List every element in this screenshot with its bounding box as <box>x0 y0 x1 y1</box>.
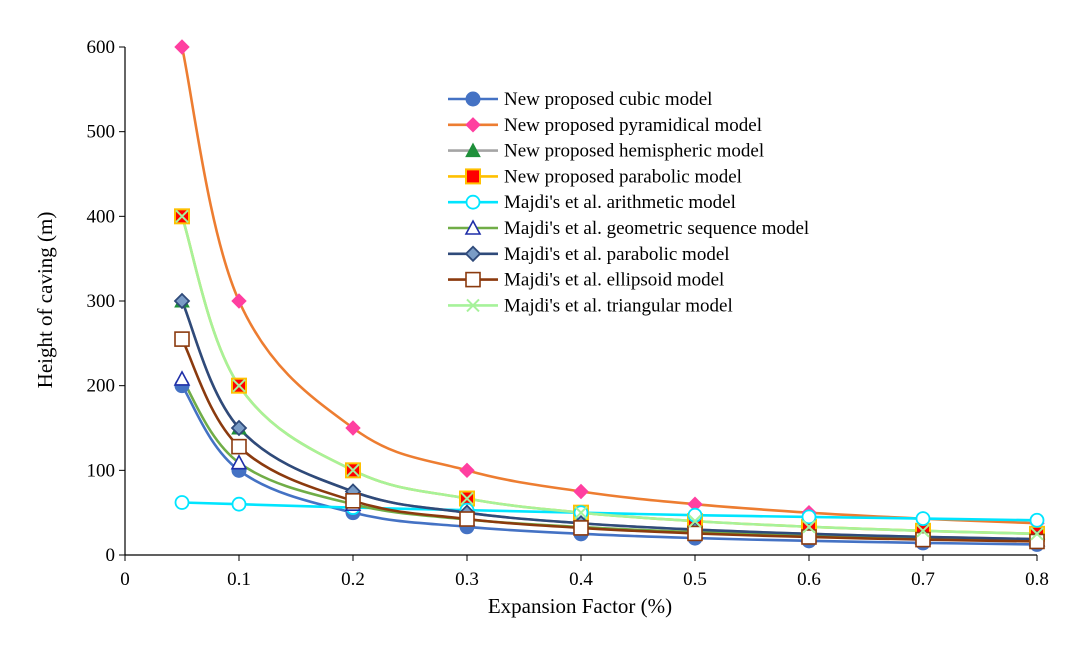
legend-marker <box>465 117 481 133</box>
data-point <box>574 505 588 520</box>
y-tick-label: 600 <box>87 37 116 58</box>
data-point <box>230 419 248 437</box>
legend-item: New proposed cubic model <box>448 89 712 110</box>
data-point <box>346 463 360 478</box>
series-line <box>181 501 1038 522</box>
data-point <box>230 454 248 470</box>
series-line <box>180 384 1038 546</box>
series-markers <box>173 39 1046 552</box>
data-point <box>688 514 702 528</box>
x-axis-title: Expansion Factor (%) <box>488 594 672 618</box>
y-tick-label: 200 <box>87 376 116 397</box>
x-tick-label: 0.6 <box>797 569 821 590</box>
data-point <box>174 495 190 510</box>
legend-marker <box>465 168 481 185</box>
data-point <box>345 493 361 509</box>
data-point <box>801 509 817 525</box>
legend-label: New proposed parabolic model <box>504 166 742 187</box>
legend-item: New proposed parabolic model <box>448 166 742 187</box>
data-point <box>173 292 191 310</box>
legend-marker <box>465 142 481 158</box>
data-point <box>459 462 475 479</box>
data-point <box>802 520 816 534</box>
legend-marker <box>466 298 480 313</box>
series-line <box>180 338 1038 543</box>
series-line <box>180 300 1038 541</box>
legend-label: New proposed hemispheric model <box>504 141 764 162</box>
y-tick-label: 0 <box>106 545 116 566</box>
legend-item: New proposed hemispheric model <box>448 141 764 162</box>
x-tick-label: 0 <box>120 569 130 590</box>
legend-label: New proposed cubic model <box>504 89 712 110</box>
legend-label: Majdi's et al. ellipsoid model <box>504 270 724 291</box>
data-point <box>1030 527 1044 541</box>
data-point <box>459 511 475 527</box>
legend-marker <box>464 245 482 263</box>
y-tick-label: 100 <box>87 460 116 481</box>
legend-label: Majdi's et al. geometric sequence model <box>504 218 809 239</box>
legend-item: Majdi's et al. arithmetic model <box>448 192 736 213</box>
data-point <box>915 511 931 526</box>
legend-item: Majdi's et al. triangular model <box>448 295 733 316</box>
data-point <box>1029 512 1045 528</box>
data-point <box>174 39 190 55</box>
data-point <box>573 520 589 536</box>
legend-label: Majdi's et al. parabolic model <box>504 244 730 265</box>
x-tick-label: 0.8 <box>1025 569 1049 590</box>
data-point <box>915 531 931 548</box>
y-tick-label: 400 <box>87 206 116 227</box>
legend-item: Majdi's et al. ellipsoid model <box>448 270 724 291</box>
x-tick-label: 0.2 <box>341 569 365 590</box>
legend-marker <box>465 91 481 107</box>
legend-item: Majdi's et al. parabolic model <box>448 244 730 265</box>
legend-label: Majdi's et al. arithmetic model <box>504 192 736 213</box>
legend-marker <box>465 271 481 288</box>
data-point <box>231 438 247 455</box>
legend: New proposed cubic model New proposed pyr… <box>448 89 809 316</box>
x-tick-label: 0.7 <box>911 569 935 590</box>
data-point <box>801 529 817 545</box>
data-point <box>1029 533 1045 550</box>
series-line <box>180 300 1038 541</box>
series-line <box>180 215 1038 536</box>
data-point <box>345 420 361 436</box>
data-point <box>231 293 247 309</box>
legend-item: Majdi's et al. geometric sequence model <box>448 218 809 239</box>
y-tick-label: 300 <box>87 291 116 312</box>
legend-label: New proposed pyramidical model <box>504 115 762 136</box>
legend-item: New proposed pyramidical model <box>448 115 762 136</box>
x-tick-label: 0.1 <box>227 569 251 590</box>
data-point <box>173 370 191 386</box>
axes: 0 100 200 300 400 500 600 0 0.1 0.2 0.3 0.4 0.5 0.6 0.… <box>87 37 1049 590</box>
x-tick-label: 0.4 <box>569 569 593 590</box>
data-point <box>174 331 190 347</box>
legend-marker <box>465 194 481 210</box>
data-point <box>231 496 247 512</box>
data-point <box>232 378 246 393</box>
y-tick-label: 500 <box>87 122 116 143</box>
x-tick-label: 0.5 <box>683 569 707 590</box>
data-point <box>687 525 703 542</box>
y-axis-title: Height of caving (m) <box>33 212 57 389</box>
data-point <box>916 524 930 538</box>
x-tick-label: 0.3 <box>455 569 479 590</box>
legend-marker <box>464 219 482 235</box>
data-point <box>175 209 189 224</box>
data-point <box>573 483 589 500</box>
data-point <box>460 491 474 506</box>
legend-label: Majdi's et al. triangular model <box>504 295 733 316</box>
